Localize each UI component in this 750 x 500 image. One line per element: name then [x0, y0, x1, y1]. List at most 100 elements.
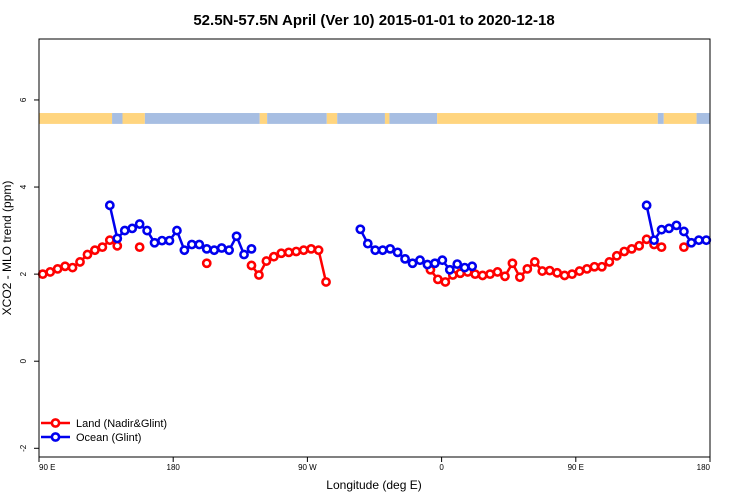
series-1-point [664, 223, 674, 234]
series-1-point [444, 264, 455, 275]
series-0-point [104, 235, 115, 246]
series-0-point [97, 242, 108, 253]
mask-land-8 [384, 113, 390, 124]
series-1-point [127, 223, 138, 234]
series-0-point [291, 246, 302, 257]
series-0-point [90, 245, 100, 256]
series-1-point [209, 245, 220, 256]
series-1-point [400, 253, 410, 264]
x-tick-label: 180 [697, 463, 711, 472]
series-0-point [679, 242, 689, 253]
mask-land-4 [259, 113, 268, 124]
series-1-point [407, 258, 418, 269]
mask-land-10 [437, 113, 658, 124]
series-1-point [656, 224, 667, 235]
series-0-point [477, 270, 488, 281]
series-0-point [500, 271, 510, 282]
series-1-point [239, 249, 249, 260]
series-1 [104, 200, 712, 275]
series-1-point [164, 235, 175, 246]
series-1-point [149, 237, 160, 248]
series-1-point [701, 235, 712, 246]
series-0-point [45, 267, 56, 277]
mask-ocean-9 [389, 113, 438, 124]
series-0-point [37, 269, 48, 280]
series-0-point [246, 260, 257, 271]
series-0-point [552, 267, 563, 278]
series-1-point [415, 255, 425, 266]
mask-land-12 [663, 113, 697, 124]
series-1-point [377, 245, 388, 256]
series-0-point [544, 265, 555, 276]
series-1-point [641, 200, 652, 211]
series-1-point [179, 245, 190, 256]
series-1-point [216, 243, 227, 253]
series-1-point [437, 255, 448, 266]
series-1-point [671, 220, 682, 231]
series-0-point [656, 242, 667, 253]
series-1-point [119, 225, 130, 236]
series-0-point [582, 263, 592, 274]
x-tick-label: 90 E [39, 463, 55, 472]
legend-entry-1: Ocean (Glint) [41, 432, 141, 444]
series-1-point [194, 239, 205, 250]
y-axis: -2 0 2 4 6 [19, 97, 39, 452]
series-0-point [574, 266, 585, 276]
mask-ocean-11 [657, 113, 664, 124]
series-0-point [60, 261, 70, 272]
series-0-point [507, 258, 518, 269]
series-1-point [112, 233, 123, 244]
y-tick-label: 2 [19, 271, 28, 276]
series-0-point [254, 270, 264, 280]
series-1-point [172, 225, 182, 236]
series-layer [37, 200, 712, 287]
series-0-point [596, 261, 607, 272]
x-tick-label: 0 [439, 463, 444, 472]
series-0-point [134, 242, 145, 253]
series-0-point [52, 263, 63, 274]
series-0-point [321, 277, 331, 287]
y-axis-label: XCO2 - MLO trend (ppm) [0, 181, 14, 316]
series-1-point [422, 259, 433, 270]
series-1-point [370, 245, 381, 256]
series-0-point [306, 243, 317, 254]
series-1-point [362, 238, 373, 249]
series-0-point [276, 248, 287, 259]
x-tick-label: 90 E [568, 463, 584, 472]
series-0-point [537, 266, 548, 276]
series-1-point [392, 247, 403, 258]
series-1-point [142, 225, 153, 236]
series-1-point [467, 261, 478, 272]
series-1-point [452, 259, 463, 270]
series-1-point [134, 219, 145, 229]
y-tick-label: 6 [19, 97, 28, 102]
mask-ocean-1 [112, 113, 123, 124]
legend-entry-0: Land (Nadir&Glint) [41, 418, 167, 430]
mask-ocean-3 [144, 113, 260, 124]
series-0-point [604, 257, 615, 267]
series-1-point [231, 231, 242, 242]
series-1-point [649, 235, 659, 246]
series-1-point [246, 243, 257, 254]
series-1-point [459, 262, 470, 273]
y-tick-label: 4 [19, 184, 28, 189]
legend: Land (Nadir&Glint) Ocean (Glint) [41, 418, 167, 444]
chart-title: 52.5N-57.5N April (Ver 10) 2015-01-01 to… [193, 12, 554, 29]
series-1-point [686, 237, 697, 248]
series-1-point [693, 235, 704, 246]
series-0-point [641, 234, 652, 245]
series-0-point [522, 263, 533, 274]
series-0-point [313, 245, 324, 256]
series-0 [37, 234, 689, 287]
series-0-point [514, 272, 525, 283]
series-0-point [529, 257, 540, 267]
x-axis-label: Longitude (deg E) [326, 478, 421, 492]
legend-swatch-marker [50, 418, 61, 428]
series-0-point [492, 267, 503, 277]
mask-land-6 [326, 113, 338, 124]
series-0-point [283, 247, 294, 258]
legend-swatch-marker [50, 432, 61, 442]
series-0-point [611, 250, 622, 261]
series-1-point [224, 245, 235, 256]
series-0-point [298, 245, 309, 256]
